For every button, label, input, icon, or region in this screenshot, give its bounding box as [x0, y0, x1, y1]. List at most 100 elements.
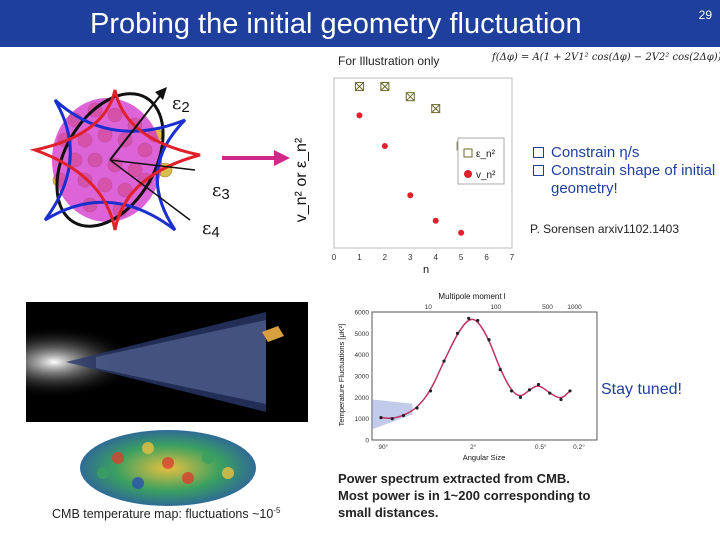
cmb-spot — [112, 452, 124, 464]
epsilon-2-label: ε2 — [172, 93, 190, 116]
cmb-data-point — [498, 368, 502, 372]
vn-legend-v: v_n² — [464, 170, 496, 181]
vn-x-tick: 0 — [332, 253, 337, 262]
eps-point — [405, 92, 415, 102]
vn-x-tick: 3 — [408, 253, 413, 262]
vn-xlabel: n — [423, 264, 429, 275]
cmb-top-tick: 10 — [425, 304, 433, 311]
arrow-e3 — [109, 159, 196, 171]
cmb-y-tick: 2000 — [355, 395, 370, 402]
arrow-e4 — [109, 159, 191, 221]
title-bar — [0, 0, 720, 47]
arrowhead-e2 — [155, 87, 167, 100]
vn-x-tick: 6 — [484, 253, 489, 262]
cmb-data-point — [559, 397, 563, 402]
formula: f(Δφ) = A(1 + 2V1² cos(Δφ) − 2V2² cos(2Δ… — [492, 52, 720, 63]
vn-legend-eps: ε_n² — [463, 148, 496, 160]
cmb-spot — [182, 472, 194, 484]
vn-x-tick: 1 — [357, 253, 362, 262]
vn-x-tick: 7 — [510, 253, 515, 262]
page-number: 29 — [698, 8, 712, 22]
cmb-spot — [222, 467, 234, 479]
svg-text:v_n²: v_n² — [476, 170, 496, 181]
cmb-data-point — [568, 389, 572, 393]
cmb-sky-map — [80, 430, 256, 506]
cmb-y-tick: 3000 — [355, 374, 370, 381]
epsilon-3-label: ε3 — [212, 180, 230, 203]
v-point — [356, 112, 363, 119]
cmb-description: Power spectrum extracted from CMB. Most … — [338, 470, 590, 521]
cmb-desc-line-1: Power spectrum extracted from CMB. — [338, 471, 570, 486]
cmb-error-band — [372, 399, 413, 430]
cmb-data-point — [379, 416, 383, 420]
vn-x-tick: 2 — [383, 253, 388, 262]
shape-e3 — [43, 98, 187, 232]
cmb-spot — [132, 477, 144, 489]
cmb-bottom-tick: 0.5° — [535, 443, 547, 451]
cmb-data-point — [476, 318, 480, 323]
v-point — [381, 143, 388, 149]
eps-point — [380, 82, 390, 91]
cmb-y-tick: 1000 — [355, 416, 370, 423]
cmb-top-tick: 100 — [490, 304, 501, 311]
citation: P. Sorensen arxiv1102.1403 — [530, 222, 679, 236]
cmb-data-point — [509, 389, 514, 393]
cmb-data-point — [428, 389, 433, 393]
pointer-arrow — [222, 150, 290, 166]
cmb-data-point — [527, 388, 532, 392]
cmb-data-point — [390, 417, 394, 421]
cmb-fit-curve — [380, 318, 571, 420]
illustration-note: For Illustration only — [338, 54, 440, 68]
vn-x-tick: 5 — [459, 253, 464, 262]
vn-x-tick: 4 — [433, 253, 438, 262]
cmb-data-point — [401, 413, 406, 418]
eps-point — [354, 82, 364, 91]
vn-plot-frame — [333, 77, 513, 249]
bullet-list: Constrain η/s Constrain shape of initial… — [531, 144, 720, 198]
cmb-bottom-tick: 0.2° — [573, 443, 585, 451]
cmb-power-spectrum: Multipole moment l Temperature Fluctuati… — [337, 292, 598, 462]
cmb-top-title: Multipole moment l — [438, 292, 505, 301]
arrow-e2 — [109, 91, 164, 161]
cmb-spot — [162, 457, 174, 469]
v-point — [407, 192, 414, 199]
universe-timeline-image — [26, 302, 308, 422]
cmb-data-point — [415, 406, 419, 410]
cmb-data-point — [548, 391, 552, 395]
wmap-satellite-icon — [262, 326, 284, 342]
cmb-data-point — [467, 316, 471, 320]
cmb-map-caption: CMB temperature map: fluctuations ~10-5 — [52, 506, 281, 522]
eps-point — [431, 104, 441, 114]
cmb-y-tick: 6000 — [355, 310, 370, 317]
vn-chart: v_n² or ε_n² 0 1 2 3 4 5 6 7 n ε_n² v_n² — [293, 77, 515, 275]
slide-title: Probing the initial geometry fluctuation — [90, 8, 582, 40]
shape-e4 — [29, 89, 201, 231]
v-point — [458, 229, 465, 236]
cmb-ylabel: Temperature Fluctuations [μK²] — [337, 324, 346, 427]
cmb-top-tick: 500 — [542, 304, 553, 311]
v-point — [432, 217, 439, 224]
vn-ylabel: v_n² or ε_n² — [293, 137, 310, 222]
cmb-y-tick: 4000 — [355, 352, 370, 359]
cmb-xlabel: Angular Size — [463, 453, 506, 462]
cmb-bottom-tick: 90° — [378, 443, 388, 451]
collision-illustration — [29, 87, 201, 232]
cmb-desc-line-2: Most power is in 1~200 corresponding to — [338, 488, 591, 503]
cmb-data-point — [536, 382, 541, 387]
epsilon-4-label: ε4 — [202, 218, 220, 241]
cmb-data-point — [518, 395, 523, 399]
bullet-2: Constrain shape of initial geometry! — [531, 162, 720, 198]
cmb-bottom-tick: 2° — [470, 443, 477, 451]
stay-tuned: Stay tuned! — [601, 381, 682, 398]
cmb-desc-line-3: small distances. — [338, 505, 439, 520]
bullet-1: Constrain η/s — [531, 144, 720, 162]
cmb-spot — [142, 442, 154, 454]
cmb-spot — [97, 467, 109, 479]
cmb-data-point — [487, 338, 491, 342]
cmb-y-tick: 0 — [365, 438, 369, 445]
cmb-y-tick: 5000 — [355, 331, 370, 338]
cmb-data-point — [455, 331, 460, 335]
cmb-data-point — [442, 359, 446, 363]
cmb-plot-frame — [371, 311, 598, 441]
svg-text:ε_n²: ε_n² — [476, 149, 496, 160]
